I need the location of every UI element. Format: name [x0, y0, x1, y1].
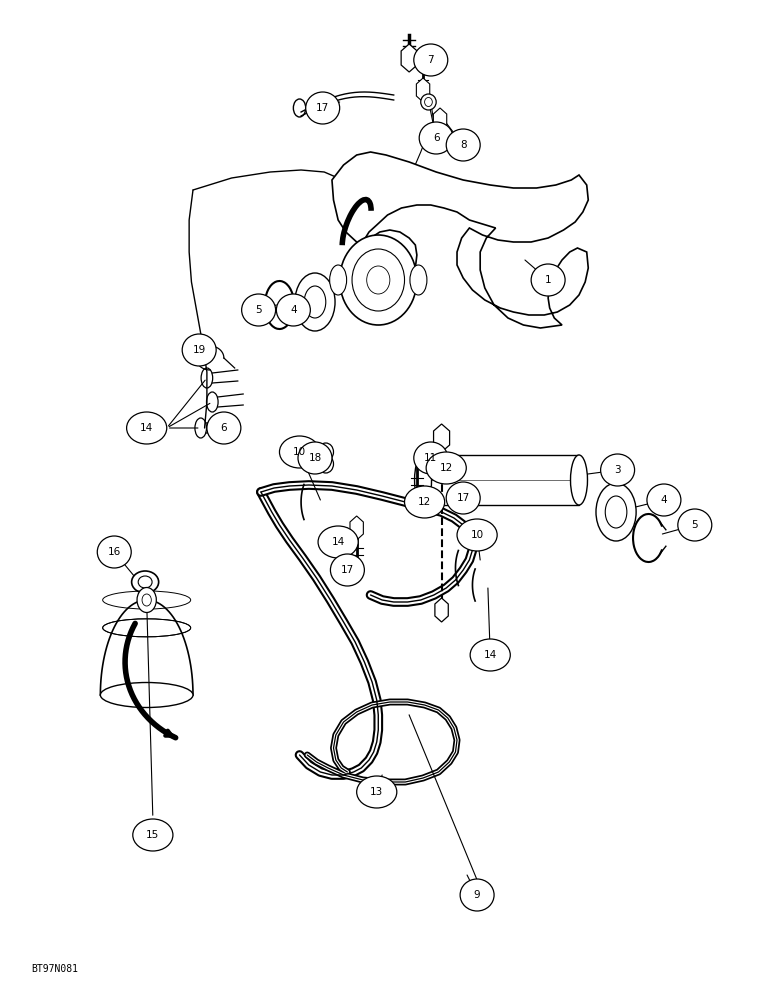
Ellipse shape — [405, 486, 445, 518]
Text: BT97N081: BT97N081 — [31, 964, 78, 974]
Ellipse shape — [421, 94, 436, 110]
Text: 18: 18 — [308, 453, 322, 463]
Ellipse shape — [133, 819, 173, 851]
Text: 6: 6 — [433, 133, 439, 143]
Ellipse shape — [470, 639, 510, 671]
Text: 13: 13 — [370, 787, 384, 797]
Polygon shape — [401, 44, 417, 72]
Text: 19: 19 — [192, 345, 206, 355]
Polygon shape — [416, 78, 430, 102]
Ellipse shape — [318, 455, 334, 473]
Text: 5: 5 — [692, 520, 698, 530]
Ellipse shape — [601, 454, 635, 486]
Ellipse shape — [357, 776, 397, 808]
Polygon shape — [332, 152, 588, 328]
Ellipse shape — [596, 483, 636, 541]
Text: 9: 9 — [474, 890, 480, 900]
Ellipse shape — [446, 482, 480, 514]
Text: 1: 1 — [545, 275, 551, 285]
Polygon shape — [434, 424, 449, 452]
Ellipse shape — [414, 44, 448, 76]
Ellipse shape — [306, 92, 340, 124]
Text: 15: 15 — [146, 830, 160, 840]
Ellipse shape — [340, 235, 417, 325]
Text: 3: 3 — [615, 465, 621, 475]
Text: 12: 12 — [439, 463, 453, 473]
Ellipse shape — [410, 265, 427, 295]
Text: 4: 4 — [290, 305, 296, 315]
Text: 6: 6 — [221, 423, 227, 433]
Ellipse shape — [419, 122, 453, 154]
Text: 10: 10 — [293, 447, 306, 457]
FancyBboxPatch shape — [423, 455, 579, 505]
Ellipse shape — [97, 536, 131, 568]
Text: 17: 17 — [316, 103, 330, 113]
Text: 5: 5 — [256, 305, 262, 315]
Text: 10: 10 — [470, 530, 484, 540]
Polygon shape — [433, 108, 447, 132]
Ellipse shape — [298, 442, 332, 474]
Ellipse shape — [426, 452, 466, 484]
Polygon shape — [435, 598, 449, 622]
Ellipse shape — [647, 484, 681, 516]
Ellipse shape — [137, 587, 156, 612]
Polygon shape — [350, 516, 364, 540]
Ellipse shape — [182, 334, 216, 366]
Ellipse shape — [330, 265, 347, 295]
Ellipse shape — [127, 412, 167, 444]
Ellipse shape — [318, 526, 358, 558]
Ellipse shape — [207, 412, 241, 444]
Text: 12: 12 — [418, 497, 432, 507]
Ellipse shape — [318, 443, 334, 461]
Text: 11: 11 — [424, 453, 438, 463]
Text: 8: 8 — [460, 140, 466, 150]
Ellipse shape — [460, 879, 494, 911]
Text: 7: 7 — [428, 55, 434, 65]
Text: 14: 14 — [483, 650, 497, 660]
Text: 16: 16 — [107, 547, 121, 557]
Ellipse shape — [131, 571, 159, 593]
Ellipse shape — [457, 519, 497, 551]
Ellipse shape — [295, 273, 335, 331]
Text: 14: 14 — [331, 537, 345, 547]
Ellipse shape — [531, 264, 565, 296]
Ellipse shape — [242, 294, 276, 326]
Text: 17: 17 — [456, 493, 470, 503]
Ellipse shape — [330, 554, 364, 586]
Ellipse shape — [276, 294, 310, 326]
Ellipse shape — [678, 509, 712, 541]
Ellipse shape — [100, 682, 193, 708]
Text: 14: 14 — [140, 423, 154, 433]
Text: 4: 4 — [661, 495, 667, 505]
Ellipse shape — [415, 455, 432, 505]
Ellipse shape — [571, 455, 587, 505]
Ellipse shape — [414, 442, 448, 474]
Text: 17: 17 — [340, 565, 354, 575]
Ellipse shape — [446, 129, 480, 161]
Ellipse shape — [279, 436, 320, 468]
